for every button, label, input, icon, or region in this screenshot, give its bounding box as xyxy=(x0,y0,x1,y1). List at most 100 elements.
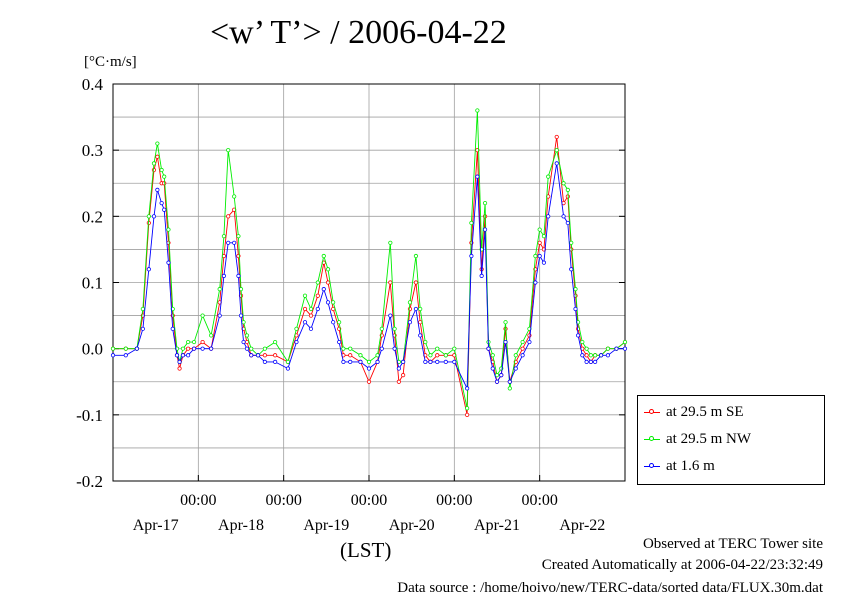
series-point-2 xyxy=(294,339,299,345)
series-point-1 xyxy=(221,234,227,239)
x-tick-label: 00:00 xyxy=(265,492,301,509)
series-point-1 xyxy=(541,234,547,239)
series-point-0 xyxy=(325,280,331,285)
series-point-1 xyxy=(465,406,470,411)
series-point-1 xyxy=(605,346,611,351)
series-point-1 xyxy=(503,320,508,325)
series-point-2 xyxy=(331,320,336,325)
series-point-2 xyxy=(159,201,164,206)
series-point-2 xyxy=(622,346,628,351)
series-point-2 xyxy=(177,359,182,364)
x-day-label: Apr-20 xyxy=(389,517,435,534)
series-point-2 xyxy=(482,227,488,232)
series-point-1 xyxy=(308,306,314,312)
series-point-2 xyxy=(605,353,611,358)
series-point-2 xyxy=(236,273,241,278)
series-point-2 xyxy=(413,306,419,312)
series-point-2 xyxy=(273,359,278,364)
series-point-1 xyxy=(366,359,372,364)
series-point-2 xyxy=(452,359,457,364)
series-point-2 xyxy=(200,346,205,351)
series-point-1 xyxy=(321,253,326,259)
series-point-1 xyxy=(146,214,151,219)
series-point-2 xyxy=(180,353,186,358)
series-point-1 xyxy=(341,346,346,351)
series-point-2 xyxy=(249,353,254,358)
series-point-1 xyxy=(554,148,559,153)
legend-swatch-low xyxy=(644,461,660,471)
series-point-0 xyxy=(554,134,559,140)
series-point-2 xyxy=(255,353,261,358)
chart-title: <w’ T’> / 2006-04-22 xyxy=(210,14,507,51)
series-point-1 xyxy=(191,339,197,345)
series-point-2 xyxy=(155,187,160,192)
series-point-2 xyxy=(614,346,619,351)
series-point-2 xyxy=(533,280,538,285)
y-tick-label: 0.3 xyxy=(82,141,103,160)
x-day-label: Apr-18 xyxy=(218,517,264,534)
series-point-2 xyxy=(490,366,495,371)
series-point-2 xyxy=(499,373,504,378)
series-point-2 xyxy=(546,214,551,219)
series-point-1 xyxy=(325,267,331,272)
series-point-1 xyxy=(428,353,433,358)
series-point-1 xyxy=(546,174,551,179)
series-point-2 xyxy=(584,359,589,364)
legend-item-se: at 29.5 m SE xyxy=(644,402,744,422)
series-point-2 xyxy=(407,320,413,325)
series-point-2 xyxy=(358,359,363,364)
series-point-0 xyxy=(396,379,401,384)
series-point-2 xyxy=(599,353,604,358)
series-point-1 xyxy=(294,326,299,331)
series-point-2 xyxy=(527,339,532,345)
series-point-1 xyxy=(588,353,593,358)
series-point-2 xyxy=(308,326,314,331)
series-point-1 xyxy=(584,346,589,351)
series-point-1 xyxy=(337,320,342,325)
series-point-1 xyxy=(482,201,488,206)
series-point-1 xyxy=(622,339,628,345)
series-point-2 xyxy=(503,339,508,345)
legend-label-nw: at 29.5 m NW xyxy=(666,430,751,447)
legend-label-low: at 1.6 m xyxy=(666,457,715,474)
series-point-1 xyxy=(238,287,244,292)
series-point-2 xyxy=(221,273,227,278)
series-point-0 xyxy=(388,280,393,285)
series-point-2 xyxy=(513,366,518,371)
series-point-1 xyxy=(513,353,518,358)
series-point-2 xyxy=(226,240,231,245)
x-day-label: Apr-19 xyxy=(303,517,349,534)
series-point-1 xyxy=(392,326,397,331)
series-point-2 xyxy=(185,353,191,358)
series-point-0 xyxy=(537,240,542,245)
series-point-1 xyxy=(262,346,267,351)
series-point-1 xyxy=(469,220,474,226)
series-point-2 xyxy=(341,359,346,364)
series-point-0 xyxy=(465,412,470,417)
y-tick-label: -0.1 xyxy=(76,406,103,425)
series-point-2 xyxy=(325,300,331,305)
series-point-2 xyxy=(262,359,267,364)
series-point-1 xyxy=(533,253,538,259)
y-tick-label: 0.0 xyxy=(82,340,103,359)
x-day-label: Apr-17 xyxy=(133,517,179,534)
y-tick-label: 0.1 xyxy=(82,274,103,293)
credit-site: Observed at TERC Tower site xyxy=(642,536,823,552)
series-point-2 xyxy=(241,339,246,345)
series-point-0 xyxy=(418,320,423,325)
series-point-2 xyxy=(348,359,353,364)
legend-item-low: at 1.6 m xyxy=(644,456,715,476)
series-point-1 xyxy=(140,306,145,312)
series-point-1 xyxy=(565,187,570,192)
series-point-1 xyxy=(418,306,423,312)
series-point-1 xyxy=(226,148,231,153)
series-point-2 xyxy=(588,359,593,364)
series-point-2 xyxy=(401,359,406,364)
series-point-1 xyxy=(413,253,419,259)
series-point-0 xyxy=(177,366,182,371)
series-point-0 xyxy=(315,293,320,298)
series-point-2 xyxy=(375,359,380,364)
series-point-2 xyxy=(134,346,139,351)
series-point-2 xyxy=(520,353,525,358)
